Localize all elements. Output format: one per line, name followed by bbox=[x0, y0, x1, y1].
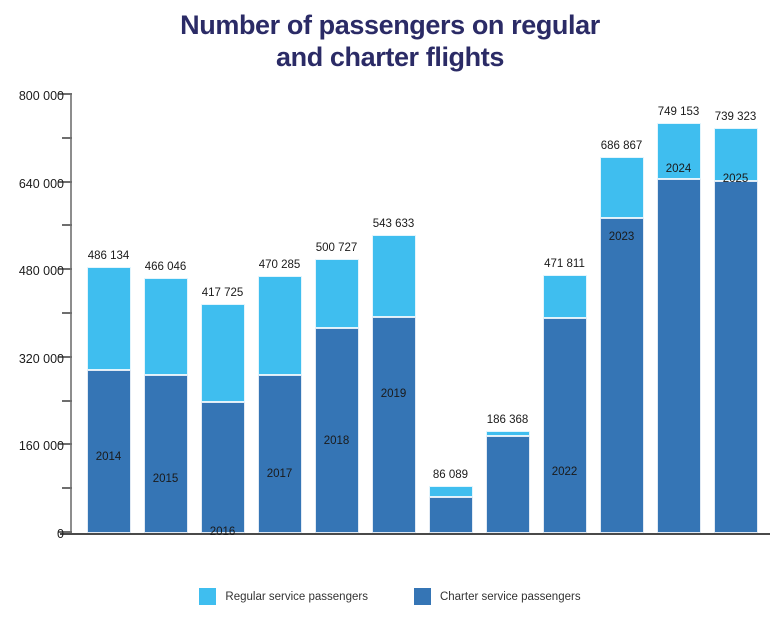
bar-total-label: 471 811 bbox=[544, 257, 585, 270]
y-axis-label: 320 000 bbox=[18, 351, 64, 366]
y-axis-tick-minor bbox=[62, 312, 72, 314]
bar-segment-charter[interactable] bbox=[713, 180, 758, 533]
bar-group[interactable]: 749 153 2024 bbox=[656, 106, 701, 533]
y-axis-tick-minor bbox=[62, 399, 72, 402]
bar-segment-charter[interactable] bbox=[599, 218, 644, 533]
bar-segment-charter[interactable] bbox=[428, 497, 473, 533]
x-axis-label: 2015 bbox=[152, 472, 179, 485]
y-axis-tick-major bbox=[58, 93, 72, 95]
y-axis-line bbox=[70, 95, 72, 533]
bar-segment-charter[interactable] bbox=[485, 435, 530, 533]
bar-segment-charter[interactable] bbox=[86, 370, 131, 533]
bar-segment-regular[interactable] bbox=[143, 277, 188, 376]
bar-total-label: 749 153 bbox=[657, 105, 700, 118]
bar-total-label: 500 727 bbox=[315, 241, 358, 254]
legend-item[interactable]: Regular service passengers bbox=[199, 588, 368, 605]
legend-swatch-charter-icon bbox=[413, 588, 431, 605]
x-axis-label: 2017 bbox=[266, 468, 293, 481]
bar-total-label: 417 725 bbox=[201, 287, 244, 300]
bar-segment-charter[interactable] bbox=[143, 375, 188, 533]
bar-segment-charter[interactable] bbox=[542, 318, 587, 533]
legend-swatch-regular-icon bbox=[199, 588, 217, 605]
x-axis-label: 2019 bbox=[380, 387, 407, 400]
bar-segment-regular[interactable] bbox=[485, 430, 530, 436]
bar-segment-regular[interactable] bbox=[713, 128, 758, 181]
bar-segment-regular[interactable] bbox=[200, 304, 245, 403]
x-axis-label: 2016 bbox=[209, 525, 236, 538]
y-axis-tick-major bbox=[58, 531, 72, 533]
bar-total-label: 186 368 bbox=[486, 413, 529, 426]
bar-group[interactable]: 500 727 2018 bbox=[314, 242, 359, 533]
bar-segment-regular[interactable] bbox=[314, 258, 359, 329]
bar-group[interactable]: 470 285 2017 bbox=[257, 259, 302, 533]
bar-segment-charter[interactable] bbox=[200, 402, 245, 533]
x-axis-label: 2014 bbox=[95, 450, 122, 463]
bar-total-label: 466 046 bbox=[144, 260, 187, 273]
y-axis-tick-minor bbox=[62, 487, 72, 490]
bar-group[interactable]: 466 046 2015 bbox=[143, 261, 188, 533]
bar-total-label: 543 633 bbox=[372, 218, 415, 231]
bar-segment-regular[interactable] bbox=[371, 235, 416, 318]
y-axis-tick-major bbox=[58, 180, 72, 183]
bar-total-label: 686 867 bbox=[600, 139, 643, 152]
bar-total-label: 486 134 bbox=[87, 249, 130, 262]
bar-group[interactable]: 486 134 2014 bbox=[86, 250, 131, 533]
bar-group[interactable]: 86 0892020 bbox=[428, 469, 473, 533]
bar-segment-regular[interactable] bbox=[257, 275, 302, 376]
x-axis-label: 2025 bbox=[722, 173, 749, 186]
legend-label: Charter service passengers bbox=[439, 590, 581, 603]
bar-group[interactable]: 686 867 2023 bbox=[599, 140, 644, 533]
x-axis-label: 2022 bbox=[551, 466, 578, 479]
legend-item[interactable]: Charter service passengers bbox=[413, 588, 581, 605]
bar-total-label: 470 285 bbox=[258, 258, 301, 271]
bar-total-label: 86 089 bbox=[432, 468, 469, 481]
y-axis-tick-major bbox=[58, 355, 72, 358]
bar-segment-regular[interactable] bbox=[428, 485, 473, 498]
chart-title-line-1: Number of passengers on regular bbox=[180, 10, 600, 40]
bar-group[interactable]: 471 811 2022 bbox=[542, 258, 587, 533]
chart-title: Number of passengers on regular and char… bbox=[0, 10, 780, 74]
y-axis-label: 640 000 bbox=[18, 176, 64, 191]
y-axis-label: 0 bbox=[57, 527, 64, 541]
bar-segment-charter[interactable] bbox=[371, 317, 416, 533]
bar-segment-regular[interactable] bbox=[599, 156, 644, 219]
bar-segment-charter[interactable] bbox=[314, 328, 359, 533]
y-axis-tick-major bbox=[58, 443, 72, 446]
bar-segment-regular[interactable] bbox=[86, 266, 131, 371]
x-axis-label: 2024 bbox=[665, 162, 692, 175]
chart-title-line-2: and charter flights bbox=[276, 41, 504, 72]
bar-total-label: 739 323 bbox=[714, 111, 757, 124]
x-axis-label: 2023 bbox=[608, 230, 635, 243]
y-axis-label: 800 000 bbox=[18, 89, 64, 103]
bar-group[interactable]: 543 633 2019 bbox=[371, 218, 416, 533]
x-axis-label: 2018 bbox=[323, 434, 350, 447]
bar-segment-charter[interactable] bbox=[257, 375, 302, 533]
y-axis-label: 480 000 bbox=[18, 264, 64, 279]
bar-segment-charter[interactable] bbox=[656, 179, 701, 533]
y-axis-label: 160 000 bbox=[18, 439, 64, 454]
y-axis-tick-major bbox=[58, 268, 72, 271]
y-axis-tick-minor bbox=[62, 224, 72, 227]
bar-segment-regular[interactable] bbox=[656, 122, 701, 179]
y-axis-tick-minor bbox=[62, 136, 72, 139]
bar-group[interactable]: 186 3682021 bbox=[485, 414, 530, 533]
bar-segment-regular[interactable] bbox=[542, 274, 587, 319]
legend-label: Regular service passengers bbox=[225, 590, 368, 603]
bar-group[interactable]: 739 323 2025 bbox=[713, 111, 758, 533]
plot-area: 0 160 000 320 000 480 000 640 000 800 000 486… bbox=[19, 89, 770, 541]
x-axis-line bbox=[60, 533, 770, 535]
chart-legend: Regular service passengers Charter servic… bbox=[0, 588, 780, 605]
bar-group[interactable]: 417 725 2016 bbox=[200, 287, 245, 538]
